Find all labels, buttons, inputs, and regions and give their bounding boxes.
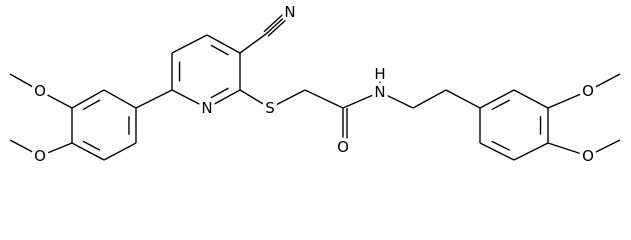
bond [513, 142, 549, 161]
methoxy-oxygen: O [34, 82, 46, 100]
bond [491, 140, 511, 151]
bond [239, 89, 271, 109]
bond [342, 91, 381, 109]
bond [587, 73, 621, 92]
bond [9, 73, 41, 92]
bond [103, 89, 137, 109]
bond [379, 91, 414, 109]
bond [547, 90, 589, 109]
bond [412, 89, 447, 109]
bond [210, 44, 229, 56]
bond [491, 99, 511, 111]
bond [171, 89, 208, 109]
bond [71, 89, 105, 109]
bond [206, 89, 241, 109]
methoxy-oxygen: O [582, 147, 594, 165]
bond [9, 139, 41, 157]
bond [171, 34, 208, 54]
methoxy-oxygen: O [582, 82, 594, 100]
bond [513, 89, 549, 109]
structure-diagram: N N S O N H O O O O [9, 0, 621, 169]
bond [239, 33, 267, 54]
bond [39, 90, 73, 109]
nitrile-nitrogen: N [284, 3, 295, 21]
bond [267, 13, 293, 37]
bond [479, 89, 515, 109]
amide-nitrogen: N [374, 83, 385, 101]
atom-labels: N N S O N H O O O O [31, 0, 598, 169]
bond [265, 11, 291, 35]
sulfur: S [265, 99, 275, 117]
bond [445, 89, 481, 109]
bond [71, 142, 105, 161]
pyridine-nitrogen: N [201, 99, 212, 117]
amide-hydrogen: H [374, 65, 385, 83]
bond [82, 99, 101, 111]
bond [206, 34, 241, 54]
bond [210, 87, 229, 99]
bond [103, 142, 137, 161]
bonds [9, 9, 621, 161]
bond [587, 139, 621, 157]
bond [39, 142, 73, 157]
carbonyl-oxygen: O [337, 138, 349, 156]
bond [263, 9, 289, 33]
bond [479, 142, 515, 161]
methoxy-oxygen: O [34, 147, 46, 165]
bond [269, 89, 306, 109]
bond [82, 140, 101, 151]
bond [135, 89, 173, 109]
bond [547, 142, 589, 157]
bond [304, 89, 344, 109]
